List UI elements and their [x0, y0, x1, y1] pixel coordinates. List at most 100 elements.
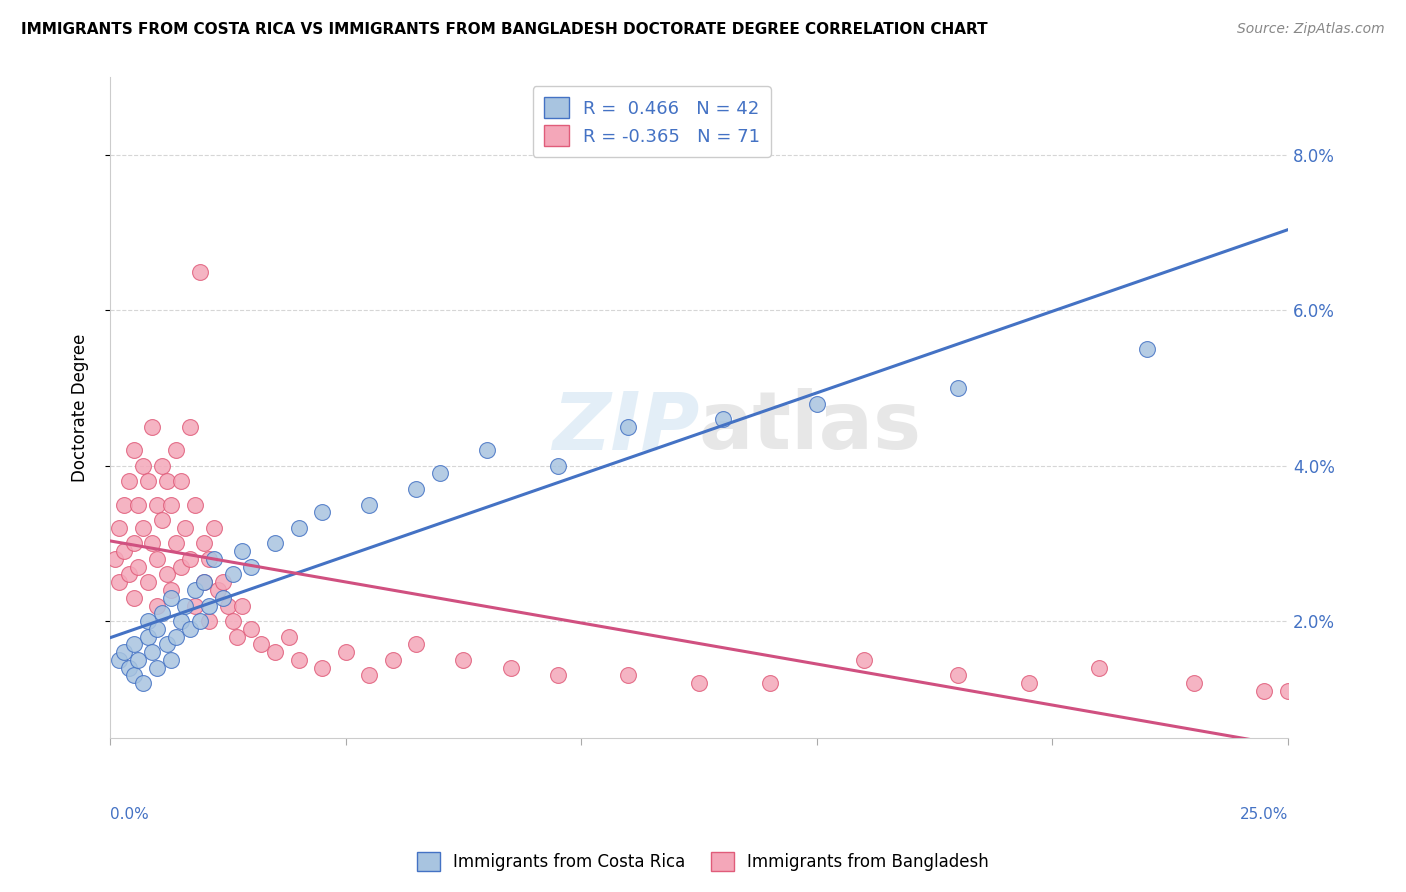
- Point: [108, 575, 131, 590]
- Point: [155, 567, 177, 582]
- Point: [1088, 660, 1111, 674]
- Point: [231, 599, 253, 613]
- Point: [264, 645, 287, 659]
- Point: [141, 536, 163, 550]
- Text: atlas: atlas: [699, 388, 922, 467]
- Point: [547, 668, 569, 682]
- Point: [852, 653, 875, 667]
- Point: [141, 645, 163, 659]
- Point: [311, 505, 333, 519]
- Point: [136, 575, 159, 590]
- Point: [359, 668, 381, 682]
- Point: [108, 521, 131, 535]
- Point: [359, 498, 381, 512]
- Point: [112, 544, 135, 558]
- Point: [165, 630, 187, 644]
- Point: [127, 559, 149, 574]
- Point: [160, 653, 183, 667]
- Point: [132, 458, 155, 473]
- Point: [127, 653, 149, 667]
- Point: [136, 630, 159, 644]
- Point: [160, 582, 183, 597]
- Point: [122, 536, 145, 550]
- Point: [136, 475, 159, 489]
- Point: [122, 443, 145, 458]
- Point: [193, 575, 215, 590]
- Point: [118, 567, 141, 582]
- Point: [212, 591, 235, 605]
- Point: [170, 559, 193, 574]
- Point: [112, 498, 135, 512]
- Point: [150, 607, 173, 621]
- Point: [1253, 684, 1275, 698]
- Point: [381, 653, 404, 667]
- Point: [231, 544, 253, 558]
- Point: [174, 599, 197, 613]
- Point: [221, 614, 243, 628]
- Point: [146, 660, 169, 674]
- Point: [118, 660, 141, 674]
- Point: [758, 676, 780, 690]
- Point: [146, 599, 169, 613]
- Point: [240, 559, 263, 574]
- Point: [132, 676, 155, 690]
- Point: [184, 599, 207, 613]
- Point: [688, 676, 710, 690]
- Point: [453, 653, 475, 667]
- Point: [217, 599, 239, 613]
- Point: [405, 637, 427, 651]
- Point: [311, 660, 333, 674]
- Point: [711, 412, 734, 426]
- Point: [207, 582, 229, 597]
- Legend: Immigrants from Costa Rica, Immigrants from Bangladesh: Immigrants from Costa Rica, Immigrants f…: [409, 843, 997, 880]
- Point: [112, 645, 135, 659]
- Point: [150, 458, 173, 473]
- Point: [170, 475, 193, 489]
- Point: [617, 420, 640, 434]
- Point: [122, 637, 145, 651]
- Point: [617, 668, 640, 682]
- Text: IMMIGRANTS FROM COSTA RICA VS IMMIGRANTS FROM BANGLADESH DOCTORATE DEGREE CORREL: IMMIGRANTS FROM COSTA RICA VS IMMIGRANTS…: [21, 22, 987, 37]
- Point: [198, 599, 221, 613]
- Point: [1135, 343, 1157, 357]
- Point: [122, 591, 145, 605]
- Legend: R =  0.466   N = 42, R = -0.365   N = 71: R = 0.466 N = 42, R = -0.365 N = 71: [533, 87, 770, 157]
- Point: [1018, 676, 1040, 690]
- Point: [250, 637, 273, 651]
- Point: [202, 552, 225, 566]
- Point: [146, 552, 169, 566]
- Point: [150, 513, 173, 527]
- Point: [179, 552, 201, 566]
- Point: [188, 614, 211, 628]
- Point: [108, 653, 131, 667]
- Text: ZIP: ZIP: [551, 388, 699, 467]
- Point: [155, 475, 177, 489]
- Point: [184, 582, 207, 597]
- Point: [198, 614, 221, 628]
- Point: [405, 482, 427, 496]
- Point: [547, 458, 569, 473]
- Point: [188, 264, 211, 278]
- Point: [136, 614, 159, 628]
- Text: Source: ZipAtlas.com: Source: ZipAtlas.com: [1237, 22, 1385, 37]
- Point: [184, 498, 207, 512]
- Point: [118, 475, 141, 489]
- Point: [946, 381, 969, 395]
- Y-axis label: Doctorate Degree: Doctorate Degree: [72, 334, 89, 482]
- Point: [1182, 676, 1205, 690]
- Point: [122, 668, 145, 682]
- Point: [475, 443, 498, 458]
- Point: [160, 591, 183, 605]
- Point: [170, 614, 193, 628]
- Point: [127, 498, 149, 512]
- Point: [264, 536, 287, 550]
- Point: [179, 622, 201, 636]
- Point: [104, 552, 127, 566]
- Point: [165, 443, 187, 458]
- Point: [193, 536, 215, 550]
- Point: [165, 536, 187, 550]
- Point: [287, 653, 309, 667]
- Point: [429, 467, 451, 481]
- Point: [240, 622, 263, 636]
- Point: [335, 645, 357, 659]
